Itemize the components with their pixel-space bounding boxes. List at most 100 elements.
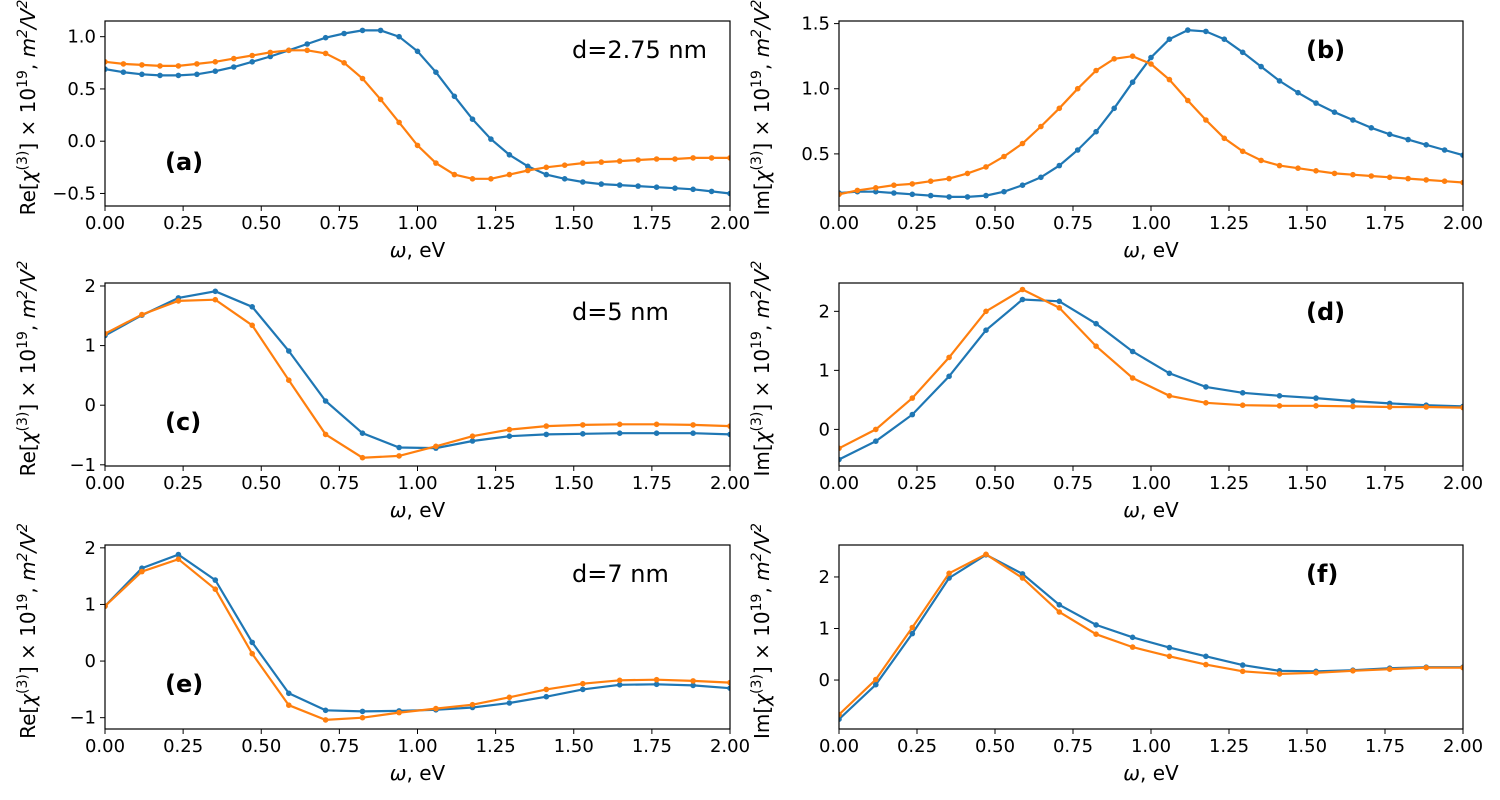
data-point bbox=[1386, 174, 1393, 181]
data-point bbox=[727, 190, 730, 197]
panel-tag: (b) bbox=[1306, 36, 1345, 64]
x-tick-label: 0.50 bbox=[241, 213, 281, 234]
thickness-annotation: d=7 nm bbox=[572, 560, 669, 588]
x-tick-label: 1.75 bbox=[1365, 213, 1405, 234]
data-point bbox=[1185, 97, 1191, 104]
x-tick-label: 1.00 bbox=[397, 213, 437, 234]
data-point bbox=[672, 156, 678, 162]
data-point bbox=[708, 188, 715, 195]
data-point bbox=[983, 164, 989, 170]
data-point bbox=[1093, 128, 1099, 135]
data-point bbox=[433, 443, 439, 450]
data-point bbox=[249, 304, 255, 310]
x-tick-label: 0.00 bbox=[819, 736, 859, 757]
x-tick-label: 0.25 bbox=[163, 736, 203, 757]
y-tick-label: 0 bbox=[819, 670, 830, 691]
data-point bbox=[139, 62, 145, 68]
data-point bbox=[249, 650, 255, 657]
data-point bbox=[525, 163, 531, 170]
data-point bbox=[1350, 398, 1356, 404]
data-point bbox=[396, 33, 402, 40]
panel-f: 0.00 0.25 0.50 0.75 1.00 1.25 1.50 1.75 2.00 0 1 2 ω… bbox=[749, 523, 1483, 785]
data-point bbox=[909, 191, 916, 198]
data-point bbox=[1001, 153, 1007, 160]
data-point bbox=[839, 191, 842, 198]
data-point bbox=[1423, 142, 1429, 148]
data-point bbox=[1148, 61, 1154, 67]
series-line bbox=[839, 553, 1463, 716]
data-point bbox=[1203, 384, 1209, 390]
data-point bbox=[396, 709, 402, 716]
data-point bbox=[1074, 147, 1081, 153]
series-1 bbox=[839, 552, 1463, 722]
data-point bbox=[231, 64, 237, 70]
data-point bbox=[1368, 125, 1375, 131]
x-axis-label: ω, eV bbox=[390, 498, 446, 522]
data-point bbox=[1129, 53, 1136, 59]
data-point bbox=[946, 354, 952, 361]
data-point bbox=[727, 155, 730, 161]
data-point bbox=[561, 162, 568, 168]
data-point bbox=[580, 686, 586, 693]
data-point bbox=[580, 422, 586, 428]
data-point bbox=[1350, 171, 1356, 178]
x-tick-label: 1.75 bbox=[632, 473, 672, 494]
data-point bbox=[1441, 178, 1448, 184]
data-point bbox=[525, 167, 531, 174]
data-point bbox=[1166, 370, 1173, 377]
data-point bbox=[1074, 85, 1081, 92]
series-1 bbox=[839, 27, 1463, 200]
data-point bbox=[1056, 298, 1063, 305]
data-point bbox=[616, 430, 623, 437]
series-line bbox=[839, 298, 1463, 461]
data-point bbox=[873, 676, 879, 683]
y-tick-label: 1.0 bbox=[67, 27, 96, 48]
data-point bbox=[175, 298, 182, 304]
data-point bbox=[469, 116, 476, 122]
data-point bbox=[359, 75, 366, 82]
data-point bbox=[322, 50, 329, 57]
data-point bbox=[267, 53, 274, 60]
data-point bbox=[909, 630, 916, 637]
data-point bbox=[377, 27, 384, 34]
data-point bbox=[1093, 622, 1099, 628]
y-tick-label: 0 bbox=[819, 419, 830, 440]
data-point bbox=[120, 61, 127, 67]
data-point bbox=[1423, 404, 1429, 410]
y-axis-label: Re[χ(3)] × 1019, m2/V2 bbox=[15, 523, 40, 739]
x-tick-label: 0.75 bbox=[1053, 736, 1093, 757]
x-tick-label: 0.00 bbox=[85, 473, 125, 494]
data-point bbox=[175, 551, 182, 558]
x-tick-label: 1.75 bbox=[632, 213, 672, 234]
x-tick-label: 0.50 bbox=[241, 736, 281, 757]
y-axis-label: Im[χ(3)] × 1019, m2/V2 bbox=[749, 260, 774, 476]
data-point bbox=[653, 681, 660, 688]
series-2 bbox=[839, 286, 1463, 452]
data-point bbox=[983, 308, 989, 315]
data-point bbox=[175, 63, 182, 69]
series-2 bbox=[105, 296, 730, 461]
data-point bbox=[1056, 162, 1063, 169]
data-point bbox=[120, 69, 127, 75]
x-tick-label: 0.25 bbox=[163, 213, 203, 234]
data-point bbox=[267, 49, 274, 56]
data-point bbox=[543, 431, 550, 438]
x-tick-label: 0.75 bbox=[319, 736, 359, 757]
series-1 bbox=[839, 296, 1463, 463]
data-point bbox=[451, 171, 458, 178]
data-point bbox=[1166, 653, 1173, 660]
data-point bbox=[1221, 135, 1228, 142]
y-tick-label: 1.5 bbox=[801, 14, 830, 35]
data-point bbox=[1441, 147, 1448, 153]
data-point bbox=[304, 41, 311, 47]
x-tick-label: 1.50 bbox=[554, 736, 594, 757]
data-point bbox=[1019, 575, 1026, 581]
data-point bbox=[341, 30, 347, 37]
data-point bbox=[1423, 664, 1429, 671]
data-point bbox=[488, 136, 494, 142]
data-point bbox=[1111, 56, 1117, 62]
data-point bbox=[1350, 117, 1356, 123]
data-point bbox=[1313, 403, 1319, 409]
data-point bbox=[157, 63, 163, 69]
